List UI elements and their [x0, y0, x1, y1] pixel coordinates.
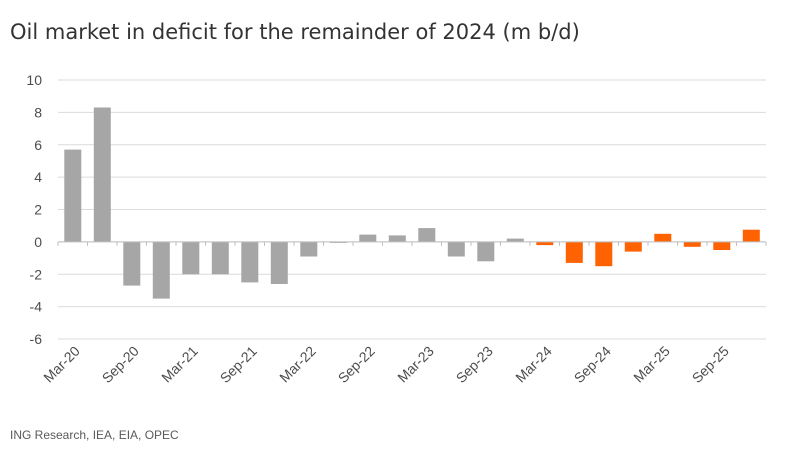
bar-historical — [93, 107, 111, 242]
bar-historical — [211, 241, 229, 275]
bar-forecast — [565, 241, 583, 263]
x-axis — [57, 241, 767, 246]
x-tick-label: Mar-22 — [276, 343, 319, 386]
x-tick-label: Sep-20 — [99, 343, 142, 386]
bar-historical — [123, 241, 141, 286]
bar-historical — [64, 149, 82, 242]
x-tick-label: Mar-23 — [394, 343, 437, 386]
grid-lines — [58, 79, 766, 340]
y-tick-label: 0 — [34, 234, 42, 250]
bar-forecast — [742, 229, 760, 242]
bar-historical — [300, 241, 318, 257]
bar-historical — [270, 241, 288, 284]
bar-historical — [152, 241, 170, 299]
y-tick-label: -2 — [30, 266, 43, 282]
x-tick-label: Mar-24 — [512, 343, 555, 386]
y-tick-label: -6 — [30, 331, 43, 347]
y-tick-label: 10 — [26, 72, 42, 88]
x-tick-label: Sep-22 — [335, 343, 378, 386]
y-axis-tick-labels: 10 8 6 4 2 0 -2 -4 -6 — [26, 72, 42, 347]
bar-historical — [329, 241, 347, 243]
bar-forecast — [713, 241, 731, 250]
x-tick-label: Mar-20 — [40, 343, 83, 386]
x-tick-label: Sep-25 — [689, 343, 732, 386]
source-note: ING Research, IEA, EIA, OPEC — [10, 428, 179, 442]
y-tick-label: 6 — [34, 137, 42, 153]
bar-historical — [241, 241, 259, 283]
bar-forecast — [683, 241, 701, 247]
bar-historical — [388, 235, 406, 242]
bar-forecast — [624, 241, 642, 252]
bar-forecast — [536, 241, 554, 246]
bar-historical — [359, 234, 377, 242]
y-tick-label: 4 — [34, 169, 42, 185]
x-tick-label: Sep-24 — [571, 343, 614, 386]
bar-historical — [506, 238, 524, 242]
x-tick-label: Mar-25 — [630, 343, 673, 386]
y-tick-label: 8 — [34, 104, 42, 120]
x-axis-tick-labels: Mar-20 Sep-20 Mar-21 Sep-21 Mar-22 Sep-22 Mar-… — [40, 343, 732, 386]
bar-historical — [447, 241, 465, 257]
bar-forecast — [595, 241, 613, 267]
bar-forecast — [654, 233, 672, 242]
x-tick-label: Mar-21 — [158, 343, 201, 386]
chart-title: Oil market in deficit for the remainder … — [10, 20, 580, 44]
y-tick-label: 2 — [34, 202, 42, 218]
x-tick-label: Sep-23 — [453, 343, 496, 386]
y-tick-label: -4 — [30, 299, 43, 315]
bar-historical — [182, 241, 200, 275]
bars — [64, 107, 760, 299]
bar-historical — [477, 241, 495, 262]
bar-historical — [418, 228, 436, 242]
x-tick-label: Sep-21 — [217, 343, 260, 386]
